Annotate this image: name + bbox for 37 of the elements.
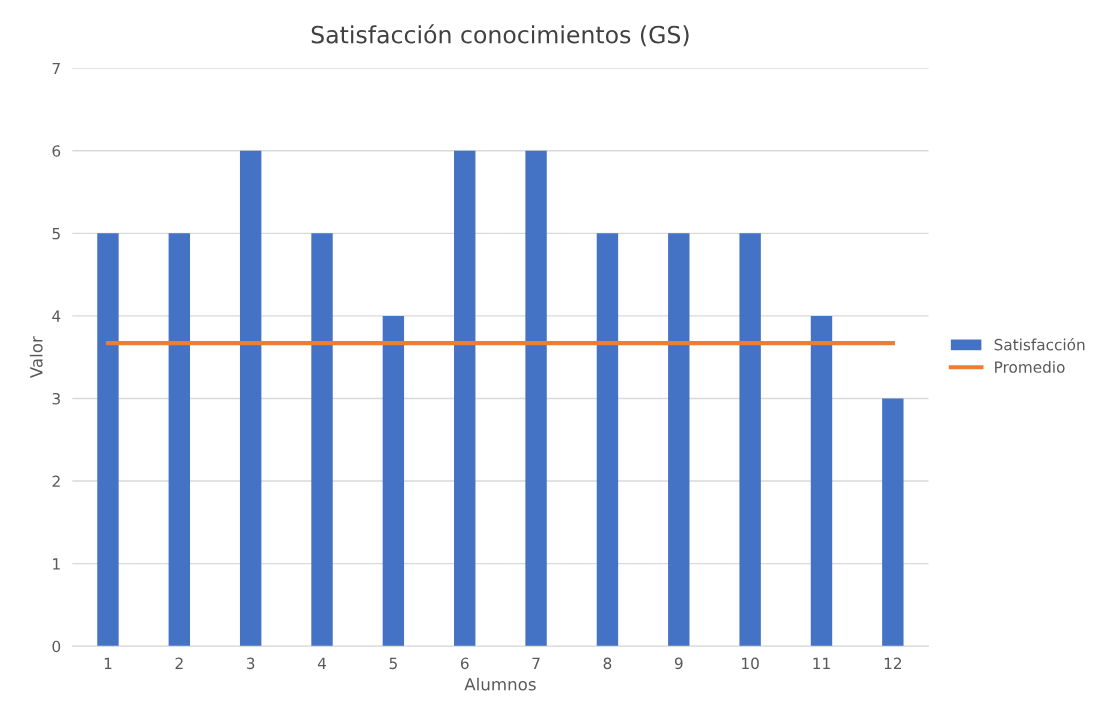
x-tick-label: 12 xyxy=(884,657,902,669)
x-tick-label: 5 xyxy=(389,657,397,670)
x-tick-label: 1 xyxy=(104,657,112,669)
bar xyxy=(311,233,333,647)
x-tick-label: 7 xyxy=(532,657,540,669)
y-tick-label: 0 xyxy=(52,640,61,653)
bar xyxy=(168,233,191,647)
y-tick-label: 5 xyxy=(52,228,60,240)
x-tick-label: 10 xyxy=(742,657,759,670)
x-axis-title: Alumnos xyxy=(464,677,536,691)
chart-title: Satisfacción conocimientos (GS) xyxy=(311,24,689,47)
bar xyxy=(882,398,904,647)
y-tick-label: 1 xyxy=(53,558,60,570)
bar xyxy=(596,233,619,647)
bar xyxy=(739,233,761,647)
y-axis-title: Valor xyxy=(29,336,43,379)
bar xyxy=(454,150,476,647)
y-tick-label: 2 xyxy=(52,475,60,487)
y-tick-label: 7 xyxy=(52,62,60,75)
x-tick-label: 8 xyxy=(603,657,612,670)
legend-label: Satisfacción xyxy=(994,337,1085,351)
y-tick-label: 6 xyxy=(52,145,61,157)
y-tick-label: 3 xyxy=(52,392,60,405)
y-tick-label: 4 xyxy=(52,310,61,322)
x-tick-label: 9 xyxy=(674,657,683,670)
x-tick-label: 2 xyxy=(175,657,183,669)
bar xyxy=(382,315,405,647)
x-tick-label: 11 xyxy=(813,657,830,669)
bar xyxy=(668,233,690,647)
bar xyxy=(239,150,262,647)
bar xyxy=(97,233,119,647)
x-tick-label: 3 xyxy=(246,657,255,670)
x-tick-label: 6 xyxy=(460,657,469,670)
legend-label: Promedio xyxy=(995,361,1065,373)
bar xyxy=(810,315,833,647)
bar xyxy=(525,150,547,647)
x-tick-label: 4 xyxy=(317,657,327,669)
